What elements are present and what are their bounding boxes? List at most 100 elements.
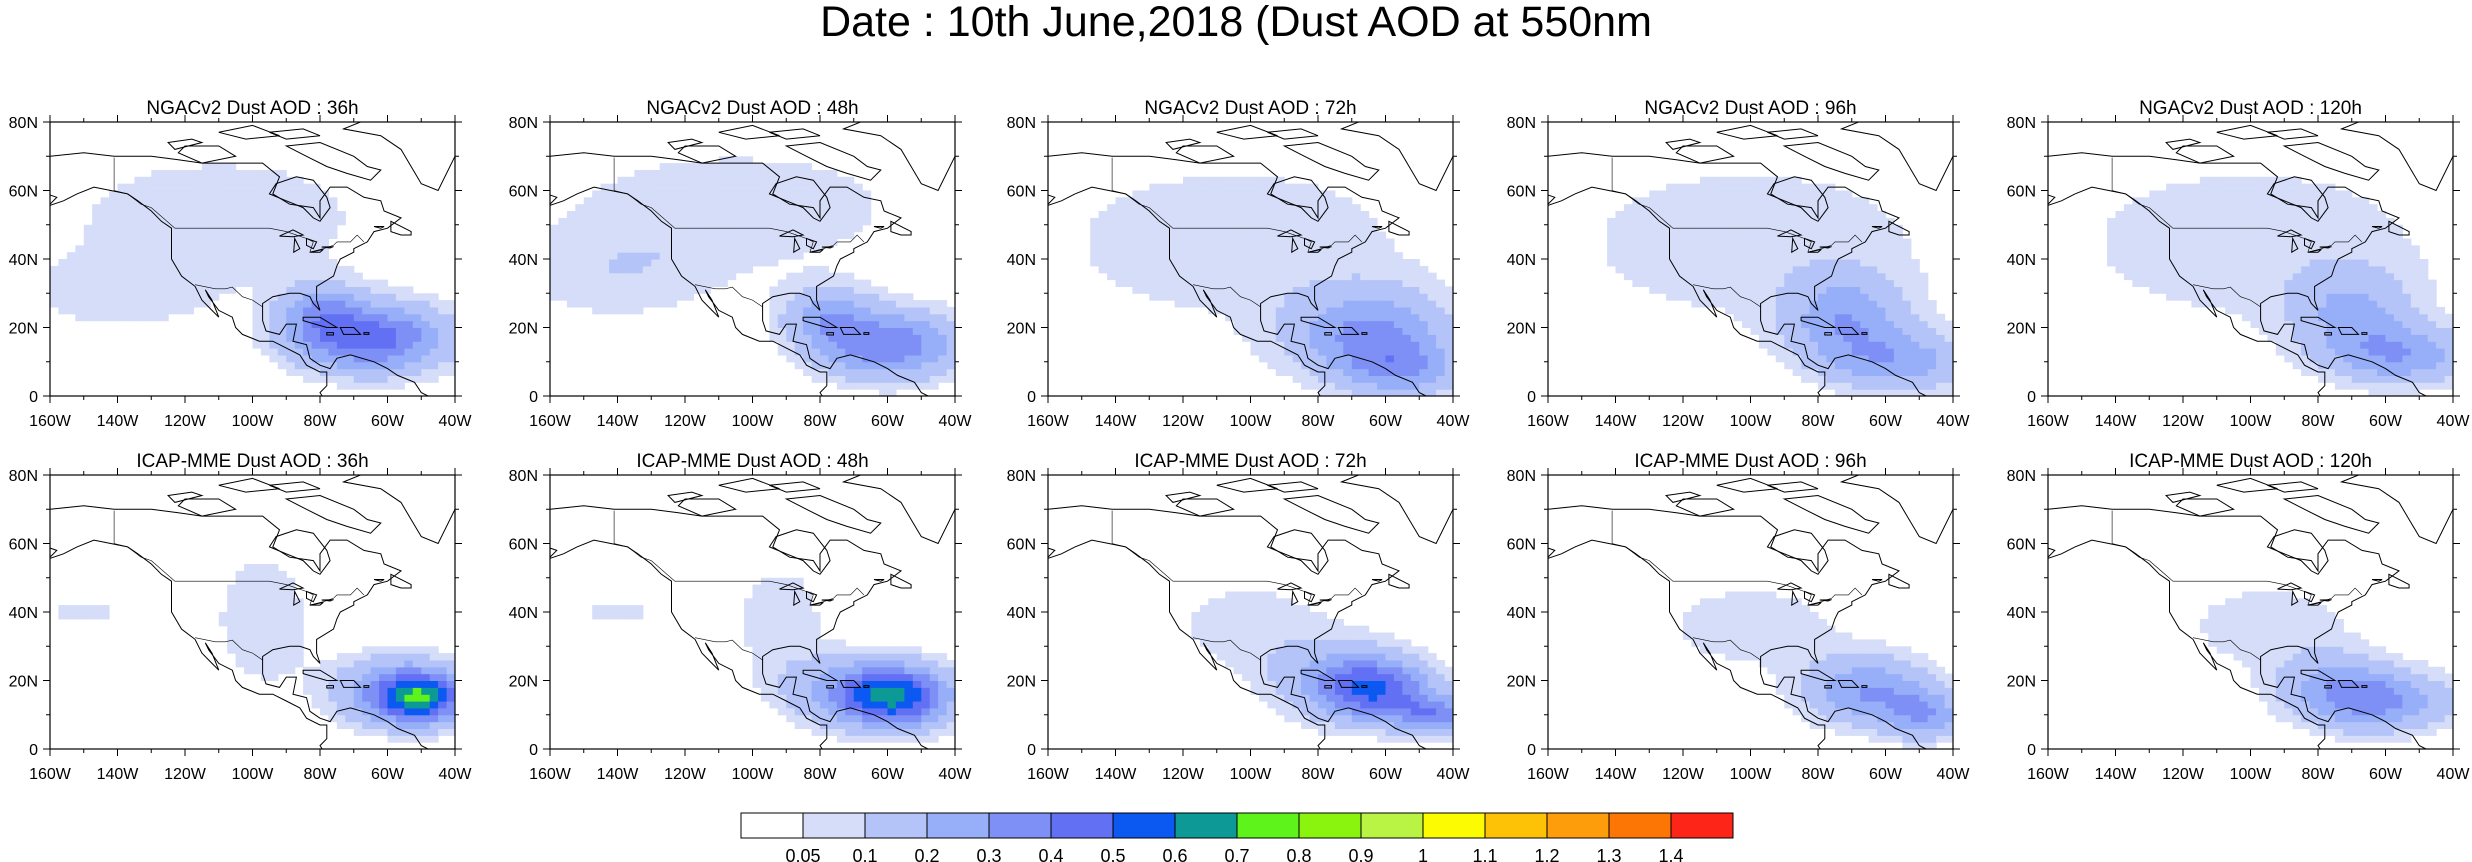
aod-cell xyxy=(2393,224,2403,233)
island-outline xyxy=(2324,332,2332,336)
aod-cell xyxy=(277,252,287,260)
aod-cell xyxy=(1834,272,1844,281)
aod-cell xyxy=(429,375,439,383)
aod-cell xyxy=(2393,265,2403,274)
aod-cell xyxy=(685,265,694,274)
aod-cell xyxy=(862,375,872,383)
aod-cell xyxy=(294,217,304,226)
aod-cell xyxy=(1775,293,1785,301)
aod-cell xyxy=(2242,204,2252,212)
aod-cell xyxy=(2368,286,2378,294)
aod-cell xyxy=(634,293,644,301)
aod-cell xyxy=(1393,389,1403,396)
aod-cell xyxy=(1818,348,1827,356)
aod-cell xyxy=(2351,231,2361,239)
aod-cell xyxy=(244,653,254,661)
aod-cell xyxy=(2242,176,2252,185)
aod-cell xyxy=(1750,279,1760,287)
lake-outline xyxy=(1804,237,1816,250)
aod-cell xyxy=(659,211,669,219)
aod-cell xyxy=(1885,354,1895,363)
aod-cell xyxy=(1767,341,1777,349)
aod-cell xyxy=(1877,334,1887,342)
aod-cell xyxy=(1725,238,1735,246)
aod-cell xyxy=(1183,197,1192,205)
aod-cell xyxy=(1326,190,1336,198)
aod-cell xyxy=(2334,320,2344,328)
aod-cell xyxy=(1801,252,1811,260)
aod-cell xyxy=(1944,341,1953,349)
aod-cell xyxy=(2318,197,2327,205)
aod-cell xyxy=(803,176,813,185)
aod-cell xyxy=(2140,259,2150,267)
aod-cell xyxy=(395,368,405,376)
aod-cell xyxy=(1649,211,1659,219)
aod-cell xyxy=(142,279,152,287)
aod-cell xyxy=(2444,368,2453,376)
aod-cell xyxy=(75,279,85,287)
aod-cell xyxy=(1784,176,1794,185)
aod-cell xyxy=(1885,320,1895,328)
aod-cell xyxy=(117,279,127,287)
aod-cell xyxy=(1250,320,1260,328)
aod-cell xyxy=(2419,348,2429,356)
aod-cell xyxy=(303,341,313,349)
aod-cell xyxy=(659,238,669,246)
aod-cell xyxy=(1174,300,1184,308)
aod-cell xyxy=(2385,320,2395,328)
aod-cell xyxy=(1250,313,1260,322)
aod-cell xyxy=(1242,272,1252,281)
aod-cell xyxy=(438,313,448,322)
aod-cell xyxy=(2284,341,2294,349)
aod-cell xyxy=(820,354,829,363)
aod-cell xyxy=(1343,204,1353,212)
aod-cell xyxy=(2402,300,2412,308)
aod-cell xyxy=(693,265,703,274)
aod-cell xyxy=(718,265,728,274)
aod-cell xyxy=(159,231,169,239)
aod-cell xyxy=(1250,217,1260,226)
aod-cell xyxy=(269,666,279,675)
aod-cell xyxy=(1801,245,1811,253)
aod-cell xyxy=(1233,245,1243,253)
aod-cell xyxy=(1885,334,1895,342)
aod-cell xyxy=(2258,183,2268,192)
aod-cell xyxy=(1868,293,1878,301)
aod-cell xyxy=(870,382,880,390)
aod-cell xyxy=(1657,252,1667,260)
aod-cell xyxy=(1183,231,1192,239)
aod-cell xyxy=(617,306,627,315)
aod-cell xyxy=(286,279,296,287)
aod-cell xyxy=(853,300,863,308)
aod-cell xyxy=(1649,265,1659,274)
aod-cell xyxy=(1233,293,1243,301)
aod-cell xyxy=(845,217,855,226)
aod-cell xyxy=(1292,361,1302,370)
aod-cell xyxy=(1242,204,1252,212)
aod-cell xyxy=(828,190,838,198)
aod-cell xyxy=(185,231,194,239)
aod-cell xyxy=(836,354,846,363)
aod-cell xyxy=(1343,231,1353,239)
aod-cell xyxy=(1691,183,1701,192)
aod-cell xyxy=(75,272,85,281)
aod-cell xyxy=(193,286,203,294)
aod-cell xyxy=(2267,293,2277,301)
aod-cell xyxy=(668,224,678,233)
aod-cell xyxy=(2385,382,2395,390)
aod-cell xyxy=(2427,361,2437,370)
aod-cell xyxy=(2393,300,2403,308)
aod-cell xyxy=(2284,300,2294,308)
aod-cell xyxy=(446,300,455,308)
aod-cell xyxy=(1699,279,1709,287)
aod-cell xyxy=(2140,238,2150,246)
aod-cell xyxy=(1174,197,1184,205)
aod-cell xyxy=(1343,211,1353,219)
aod-cell xyxy=(592,211,602,219)
aod-cell xyxy=(320,354,329,363)
aod-cell xyxy=(134,224,144,233)
aod-cell xyxy=(303,224,313,233)
aod-cell xyxy=(92,211,102,219)
aod-cell xyxy=(1742,320,1752,328)
aod-cell xyxy=(429,320,439,328)
